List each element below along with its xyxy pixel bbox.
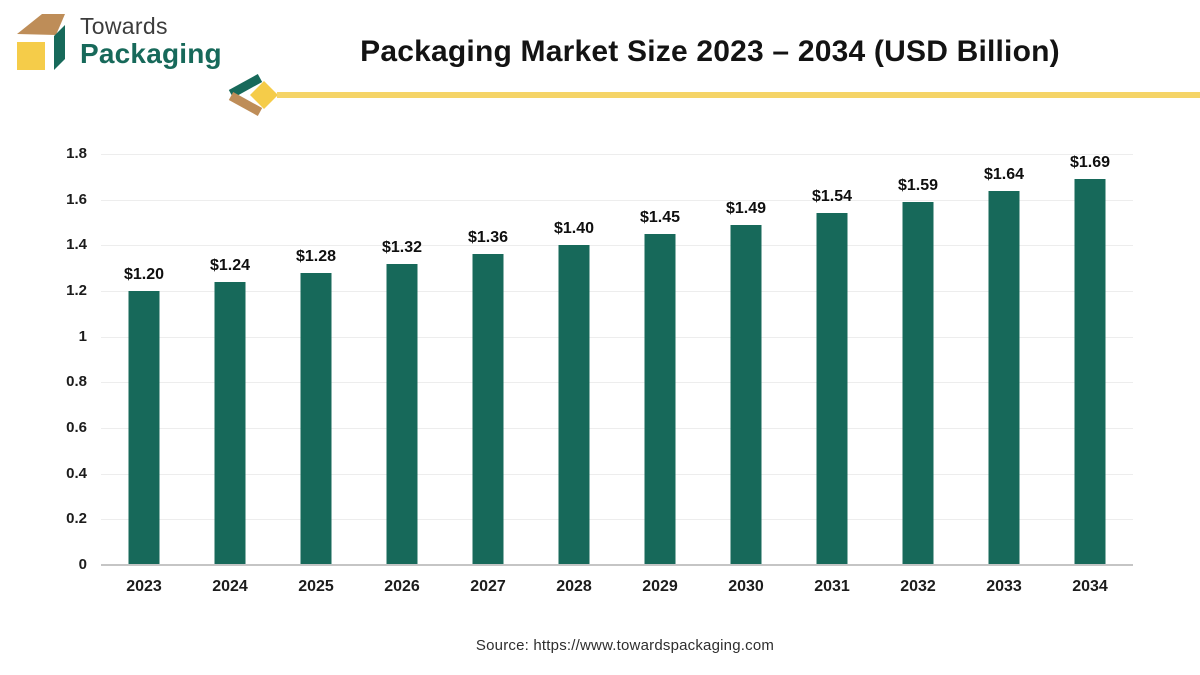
bar-value-label: $1.24 xyxy=(209,256,251,274)
bar-value-label: $1.36 xyxy=(467,229,509,247)
source-text: Source: https://www.towardspackaging.com xyxy=(475,637,775,654)
bar-group: $1.69 2034 xyxy=(1047,154,1133,595)
bar xyxy=(988,190,1020,565)
bar xyxy=(730,224,762,565)
x-axis-tick-label: 2030 xyxy=(728,578,764,595)
x-axis-tick-label: 2027 xyxy=(470,578,506,595)
y-axis-tick-label: 1 xyxy=(78,327,87,345)
x-axis-tick-label: 2024 xyxy=(212,578,248,595)
bar-group: $1.59 2032 xyxy=(875,154,961,595)
arrow-divider-icon xyxy=(228,74,278,116)
gridline xyxy=(101,519,1133,521)
x-axis-tick-label: 2028 xyxy=(556,578,592,595)
x-axis-baseline xyxy=(101,564,1133,566)
divider-line xyxy=(277,92,1200,98)
bar xyxy=(558,245,590,565)
bar xyxy=(386,263,418,565)
gridline xyxy=(101,245,1133,247)
logo-cube-icon xyxy=(17,14,65,70)
bar-group: $1.49 2030 xyxy=(703,154,789,595)
gridline xyxy=(101,336,1133,338)
y-axis-tick-label: 0.6 xyxy=(66,419,87,437)
gridline xyxy=(101,291,1133,293)
bar xyxy=(472,254,504,565)
towards-packaging-logo: Towards Packaging xyxy=(14,10,222,72)
bar-group: $1.24 2024 xyxy=(187,154,273,595)
bar-value-label: $1.20 xyxy=(123,266,165,284)
bar xyxy=(644,233,676,565)
bar xyxy=(128,291,160,565)
bar-group: $1.45 2029 xyxy=(617,154,703,595)
y-axis-tick-label: 1.4 xyxy=(66,236,87,254)
gridline xyxy=(101,199,1133,201)
bar xyxy=(1074,179,1106,565)
logo-text-towards: Towards xyxy=(80,13,168,39)
bar xyxy=(214,281,246,565)
bars-container: $1.20 2023 $1.24 2024 $1.28 2025 $1.32 2026 $1.3… xyxy=(101,154,1133,595)
y-axis-tick-label: 1.8 xyxy=(66,145,87,162)
x-axis-tick-label: 2025 xyxy=(298,578,334,595)
bar xyxy=(300,272,332,565)
bar xyxy=(902,201,934,565)
bar-group: $1.54 2031 xyxy=(789,154,875,595)
bar-value-label: $1.69 xyxy=(1069,154,1111,172)
logo-text-packaging: Packaging xyxy=(80,38,222,70)
x-axis-tick-label: 2023 xyxy=(126,578,162,595)
x-axis-tick-label: 2034 xyxy=(1072,578,1108,595)
y-axis-tick-label: 1.2 xyxy=(66,282,87,300)
y-axis-tick-label: 1.6 xyxy=(66,190,87,208)
gridline xyxy=(101,428,1133,430)
bar-group: $1.28 2025 xyxy=(273,154,359,595)
plot-area: 0 0.2 0.4 0.6 0.8 1 1.2 1.4 1.6 1.8 $1.20 2023 $1.24… xyxy=(66,145,1133,595)
bar-group: $1.40 2028 xyxy=(531,154,617,595)
bar-value-label: $1.45 xyxy=(639,208,681,226)
bar-value-label: $1.54 xyxy=(811,188,853,206)
gridline xyxy=(101,473,1133,475)
x-axis-tick-label: 2033 xyxy=(986,578,1022,595)
y-axis-tick-label: 0.2 xyxy=(66,510,87,528)
bar-value-label: $1.64 xyxy=(983,165,1025,183)
x-axis-tick-label: 2029 xyxy=(642,578,678,595)
bar-group: $1.32 2026 xyxy=(359,154,445,595)
y-axis-tick-label: 0 xyxy=(78,556,87,573)
bar-group: $1.36 2027 xyxy=(445,154,531,595)
bar-value-label: $1.49 xyxy=(725,199,767,217)
bar-group: $1.64 2033 xyxy=(961,154,1047,595)
y-axis-tick-label: 0.8 xyxy=(66,373,87,391)
bar-value-label: $1.28 xyxy=(295,247,337,265)
bar-group: $1.20 2023 xyxy=(101,154,187,595)
logo-text: Towards Packaging xyxy=(80,10,222,70)
gridline xyxy=(101,154,1133,155)
bar-value-label: $1.59 xyxy=(897,176,939,194)
gridline xyxy=(101,382,1133,384)
x-axis-tick-label: 2026 xyxy=(384,578,420,595)
bar-value-label: $1.32 xyxy=(381,238,423,256)
y-axis-tick-label: 0.4 xyxy=(66,464,87,482)
x-axis-tick-label: 2031 xyxy=(814,578,850,595)
x-axis-tick-label: 2032 xyxy=(900,578,936,595)
bar xyxy=(816,213,848,565)
chart-title: Packaging Market Size 2023 – 2034 (USD B… xyxy=(360,35,1060,68)
bar-value-label: $1.40 xyxy=(553,220,595,238)
